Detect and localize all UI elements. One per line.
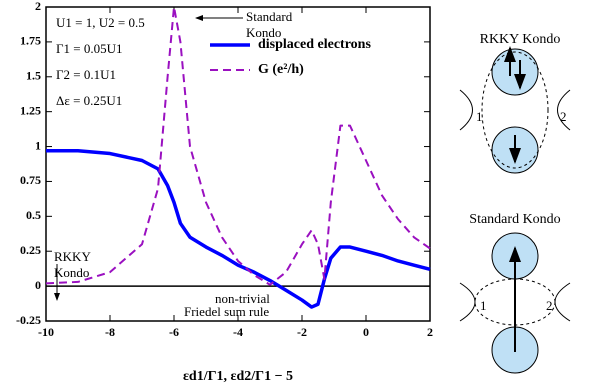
- x-tick-label: -8: [105, 325, 115, 339]
- dot: [491, 48, 539, 96]
- lead-label: 1: [480, 298, 487, 313]
- lead: [459, 89, 473, 131]
- x-tick-label: 2: [427, 325, 433, 339]
- x-tick-label: 0: [363, 325, 369, 339]
- diagram-title: RKKY Kondo: [480, 32, 561, 47]
- series-line: [46, 148, 431, 309]
- parameters: U1 = 1, U2 = 0.5 Γ1 = 0.05U1 Γ2 = 0.1U1 …: [56, 15, 145, 108]
- legend-label: displaced electrons: [258, 37, 371, 52]
- series-line: [45, 6, 431, 286]
- annotation: Kondo: [246, 25, 281, 40]
- x-tick-label: -2: [297, 325, 307, 339]
- y-tick-label: 0.25: [20, 243, 41, 257]
- parameter: Γ1 = 0.05U1: [56, 41, 123, 56]
- annotation: RKKY: [54, 249, 91, 264]
- diagram-top: RKKY Kondo 1 2: [459, 32, 571, 174]
- diagram-title: Standard Kondo: [469, 212, 560, 227]
- diagram-bottom: Standard Kondo 1 2: [459, 212, 571, 374]
- y-tick-label: 2: [35, 0, 41, 13]
- lead-label: 1: [476, 109, 483, 124]
- lead-label: 2: [546, 298, 553, 313]
- y-tick-label: 1: [35, 138, 41, 152]
- x-tick-label: -10: [38, 325, 54, 339]
- y-tick-label: 0.5: [26, 208, 41, 222]
- annotation: non-trivial: [215, 291, 270, 306]
- x-axis-label: εd1/Γ1, εd2/Γ1 − 5: [183, 369, 293, 384]
- annotation: Standard: [246, 9, 293, 24]
- lead: [557, 89, 571, 131]
- y-tick-label: 0: [35, 278, 41, 292]
- legend-label: G (e²/h): [258, 62, 304, 77]
- y-tick-label: 1.75: [20, 34, 41, 48]
- parameter: Γ2 = 0.1U1: [56, 67, 116, 82]
- parameter: Δε = 0.25U1: [56, 93, 122, 108]
- lead: [554, 282, 571, 322]
- annotation: Friedel sum rule: [184, 304, 269, 319]
- annotation: Kondo: [54, 265, 89, 280]
- x-tick-label: -4: [233, 325, 243, 339]
- lead: [459, 282, 476, 322]
- x-tick-label: -6: [169, 325, 179, 339]
- lead-label: 2: [560, 109, 567, 124]
- parameter: U1 = 1, U2 = 0.5: [56, 15, 145, 30]
- y-tick-label: 1.5: [26, 69, 41, 83]
- y-tick-label: 1.25: [20, 103, 41, 117]
- y-tick-label: -0.25: [16, 313, 41, 327]
- y-tick-label: 0.75: [20, 173, 41, 187]
